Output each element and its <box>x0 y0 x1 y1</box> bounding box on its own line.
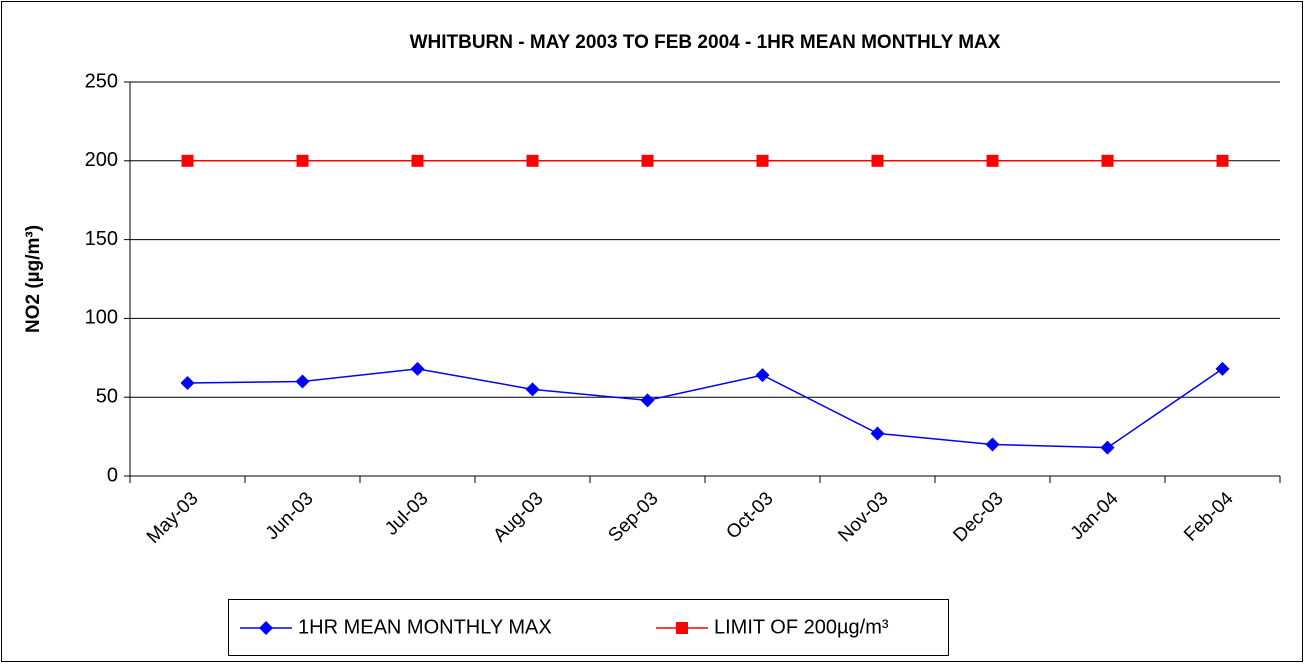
y-tick-label: 200 <box>85 149 118 171</box>
marker <box>641 154 654 167</box>
marker <box>870 426 885 441</box>
marker <box>1216 154 1229 167</box>
marker <box>871 154 884 167</box>
marker <box>1100 440 1115 455</box>
y-tick-label: 100 <box>85 307 118 329</box>
marker <box>755 368 770 383</box>
legend-box <box>228 599 949 656</box>
marker <box>640 393 655 408</box>
y-tick-label: 50 <box>96 385 118 407</box>
legend-label: 1HR MEAN MONTHLY MAX <box>298 616 552 638</box>
marker <box>986 154 999 167</box>
y-tick-label: 250 <box>85 70 118 92</box>
marker <box>525 382 540 397</box>
marker <box>296 154 309 167</box>
legend-marker <box>676 622 688 634</box>
y-axis-title: NO2 (µg/m³) <box>23 225 44 333</box>
marker <box>181 154 194 167</box>
marker <box>1215 361 1230 376</box>
marker <box>295 374 310 389</box>
marker <box>410 361 425 376</box>
marker <box>526 154 539 167</box>
chart-title: WHITBURN - MAY 2003 TO FEB 2004 - 1HR ME… <box>410 32 1001 53</box>
series-line <box>187 368 1223 449</box>
y-tick-label: 0 <box>107 464 118 486</box>
marker <box>180 376 195 391</box>
y-tick-label: 150 <box>85 228 118 250</box>
legend-label: LIMIT OF 200µg/m³ <box>714 616 889 638</box>
marker <box>756 154 769 167</box>
marker <box>985 437 1000 452</box>
marker <box>1101 154 1114 167</box>
legend-marker <box>259 621 273 635</box>
marker <box>411 154 424 167</box>
